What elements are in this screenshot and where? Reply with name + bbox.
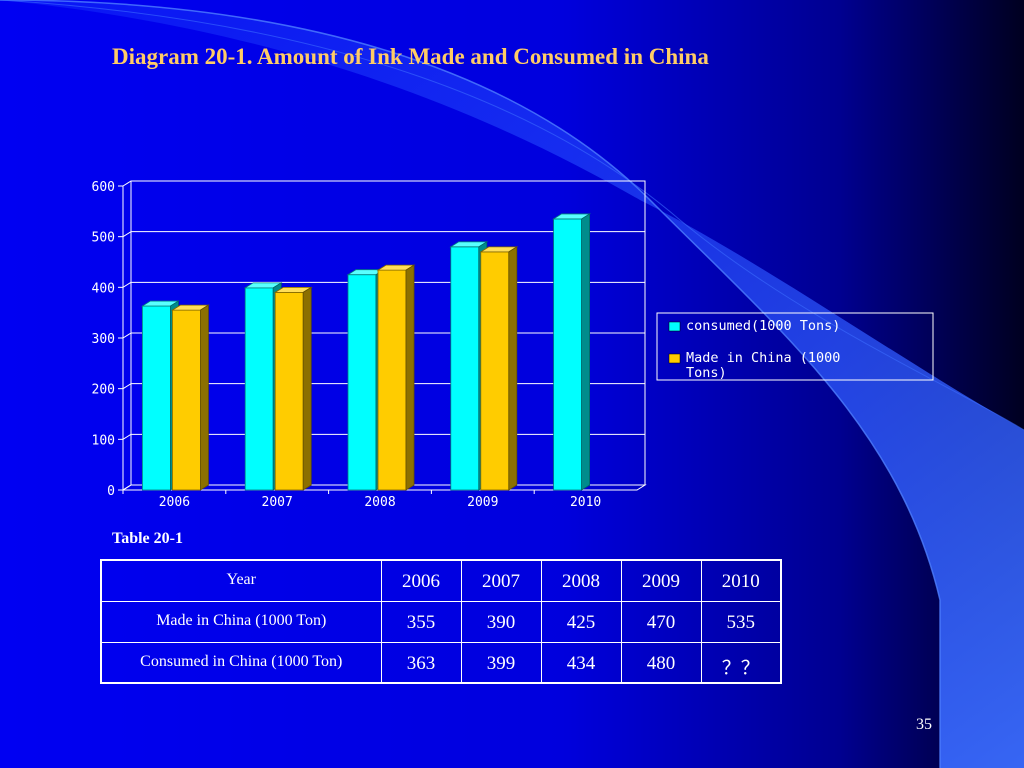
y-tick-label: 600 xyxy=(92,180,115,195)
table-cell: 535 xyxy=(700,600,782,643)
bar-side xyxy=(199,304,209,491)
bar xyxy=(274,291,304,491)
y-tick-label: 500 xyxy=(92,231,115,246)
y-tick-label: 200 xyxy=(92,383,115,398)
gridline-side xyxy=(122,332,132,339)
table-cell: 390 xyxy=(460,600,542,643)
gridline-side xyxy=(122,484,132,491)
table-cell: 2010 xyxy=(700,559,782,602)
x-tick-label: 2007 xyxy=(262,495,293,510)
legend-swatch-made xyxy=(668,353,681,364)
table-row-year: Year 2006 2007 2008 2009 2010 xyxy=(100,559,782,602)
table-cell: 355 xyxy=(380,600,462,643)
bar xyxy=(244,287,274,491)
bar-side xyxy=(302,286,312,491)
table-cell: 2009 xyxy=(620,559,702,602)
table-row-label: Made in China (1000 Ton) xyxy=(100,600,382,643)
x-tick-label: 2006 xyxy=(159,495,190,510)
table-cell: 470 xyxy=(620,600,702,643)
gridline-side xyxy=(122,433,132,440)
bar xyxy=(171,309,201,491)
y-tick-label: 300 xyxy=(92,332,115,347)
table-cell: 399 xyxy=(460,641,542,684)
table-caption: Table 20-1 xyxy=(112,530,183,547)
bar xyxy=(553,218,582,491)
gridline-side xyxy=(122,180,132,187)
table-row-consumed: Consumed in China (1000 Ton) 363 399 434… xyxy=(100,641,782,684)
table-row-made: Made in China (1000 Ton) 355 390 425 470… xyxy=(100,600,782,643)
bar xyxy=(347,274,377,491)
bar xyxy=(450,246,480,491)
table-cell: 425 xyxy=(540,600,622,643)
x-tick-label: 2010 xyxy=(570,495,601,510)
y-tick-label: 100 xyxy=(92,433,115,448)
page-number: 35 xyxy=(916,716,932,733)
bar-side xyxy=(508,246,518,491)
bar xyxy=(377,269,407,491)
table-cell: 480 xyxy=(620,641,702,684)
table-cell: 2006 xyxy=(380,559,462,602)
y-tick-label: 400 xyxy=(92,281,115,296)
x-tick-label: 2009 xyxy=(467,495,498,510)
table-cell: 434 xyxy=(540,641,622,684)
table-cell: ？？ xyxy=(700,641,782,684)
bar-side xyxy=(581,213,590,491)
legend-swatch-consumed xyxy=(668,321,681,332)
gridline-side xyxy=(122,281,132,288)
bar xyxy=(141,305,171,491)
legend-label-made: Made in China (1000 xyxy=(686,350,840,366)
data-table: Year 2006 2007 2008 2009 2010 Made in Ch… xyxy=(100,559,782,684)
table-row-label: Consumed in China (1000 Ton) xyxy=(100,641,382,684)
table-cell: 2008 xyxy=(540,559,622,602)
table-header-label: Year xyxy=(100,559,382,602)
bar xyxy=(480,251,510,491)
slide-title: Diagram 20-1. Amount of Ink Made and Con… xyxy=(112,44,709,69)
legend-box xyxy=(656,312,934,381)
legend-label-made-cont: Tons) xyxy=(686,365,727,381)
bar-side xyxy=(405,264,415,491)
gridline-side xyxy=(122,231,132,238)
gridline-side xyxy=(122,383,132,390)
legend-label-consumed: consumed(1000 Tons) xyxy=(686,318,840,334)
y-tick-label: 0 xyxy=(107,484,115,499)
table-cell: 363 xyxy=(380,641,462,684)
x-tick-label: 2008 xyxy=(364,495,395,510)
table-cell: 2007 xyxy=(460,559,542,602)
